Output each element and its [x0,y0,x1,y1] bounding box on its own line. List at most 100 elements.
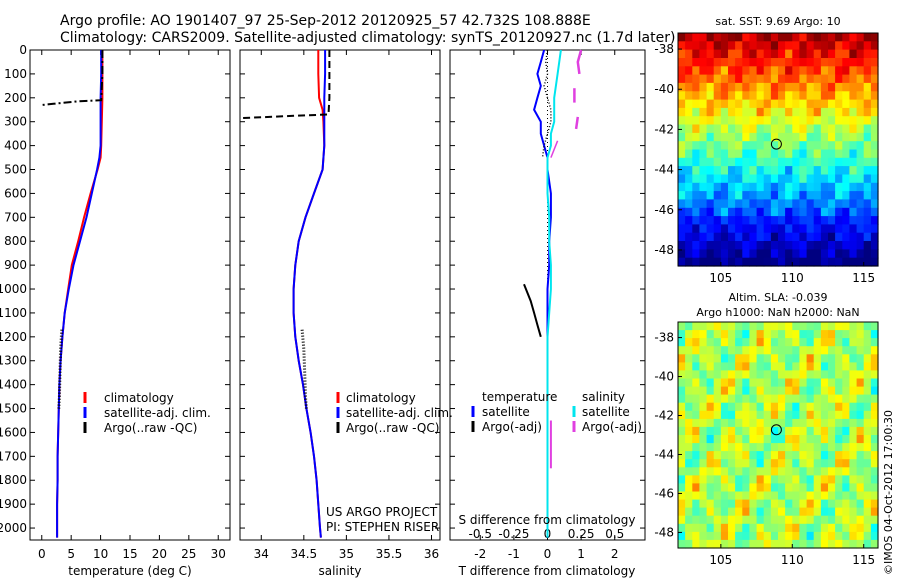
heatmap-cell [770,394,779,404]
map-frame [677,321,879,549]
heatmap-cell [863,149,872,159]
heatmap-cell [813,443,822,452]
heatmap-cell [770,515,779,525]
heatmap-cell [835,523,843,533]
heatmap-cell [813,346,822,355]
heatmap-cell [735,33,743,42]
heatmap-cell [813,33,822,42]
heatmap-cell [856,354,865,363]
heatmap-cell [685,174,693,184]
heatmap-cell [835,435,843,444]
heatmap-cell [856,322,865,331]
heatmap-cell [749,132,758,142]
heatmap-cell [728,107,736,117]
heatmap-cell [792,523,800,533]
heatmap-cell [849,435,858,444]
heatmap-cell [820,33,829,42]
heatmap-cell [699,330,708,339]
heatmap-cell [778,515,786,525]
heatmap-cell [699,467,708,476]
heatmap-cell [678,91,686,101]
heatmap-cell [735,207,743,217]
heatmap-cell [849,41,858,51]
heatmap-cell [842,394,850,404]
heatmap-cell [713,116,722,126]
heatmap-cell [713,362,722,372]
heatmap-cell [728,207,736,217]
heatmap-cell [870,74,879,84]
heatmap-cell [692,435,700,444]
heatmap-cell [820,354,829,363]
heatmap-cell [842,99,850,109]
heatmap-cell [678,82,686,92]
heatmap-cell [806,443,815,452]
heatmap-cell [856,257,865,267]
heatmap-cell [720,99,729,109]
heatmap-cell [756,435,765,444]
heatmap-cell [678,216,686,225]
heatmap-cell [692,116,700,126]
heatmap-cell [806,66,815,76]
heatmap-cell [835,174,843,184]
heatmap-cell [713,483,722,493]
heatmap-cell [799,386,808,396]
heatmap-cell [728,523,736,533]
heatmap-cell [820,207,829,217]
heatmap-cell [685,66,693,76]
heatmap-cell [870,33,879,42]
heatmap-cell [749,370,758,380]
heatmap-cell [720,249,729,259]
heatmap-cell [835,232,843,242]
heatmap-cell [813,451,822,460]
heatmap-cell [863,82,872,92]
heatmap-cell [849,402,858,412]
heatmap-cell [678,166,686,175]
heatmap-cell [835,443,843,452]
heatmap-cell [706,378,715,388]
heatmap-cell [692,475,700,485]
heatmap-cell [863,241,872,250]
heatmap-cell [770,539,779,549]
heatmap-cell [678,459,686,468]
heatmap-cell [820,386,829,396]
heatmap-cell [742,467,750,476]
heatmap-cell [770,467,779,476]
heatmap-cell [685,362,693,372]
heatmap-cell [720,418,729,428]
heatmap-cell [863,132,872,142]
heatmap-cell [778,49,786,59]
heatmap-cell [728,322,736,331]
heatmap-cell [678,523,686,533]
heatmap-cell [713,459,722,468]
heatmap-cell [778,224,786,234]
heatmap-cell [706,241,715,250]
heatmap-cell [842,49,850,59]
heatmap-cell [678,378,686,388]
heatmap-cell [828,499,836,509]
heatmap-cell [785,141,793,151]
heatmap-cell [785,354,793,363]
heatmap-cell [728,491,736,501]
pi-label: PI: STEPHEN RISER [326,520,439,534]
series-line-satellite [546,49,562,538]
heatmap-cell [770,443,779,452]
series-line-argo-adj- [574,116,580,130]
heatmap-cell [742,507,750,517]
heatmap-cell [699,459,708,468]
heatmap-cell [863,199,872,209]
heatmap-cell [756,378,765,388]
heatmap-cell [770,216,779,225]
heatmap-cell [720,182,729,192]
heatmap-cell [806,515,815,525]
heatmap-cell [749,174,758,184]
heatmap-cell [742,191,750,200]
heatmap-cell [806,435,815,444]
heatmap-cell [692,410,700,420]
x-tick-label: -2 [474,547,486,561]
heatmap-cell [856,124,865,134]
heatmap-cell [842,443,850,452]
heatmap-cell [849,182,858,192]
heatmap-cell [713,58,722,67]
heatmap-cell [778,330,786,339]
heatmap-cell [870,107,879,117]
